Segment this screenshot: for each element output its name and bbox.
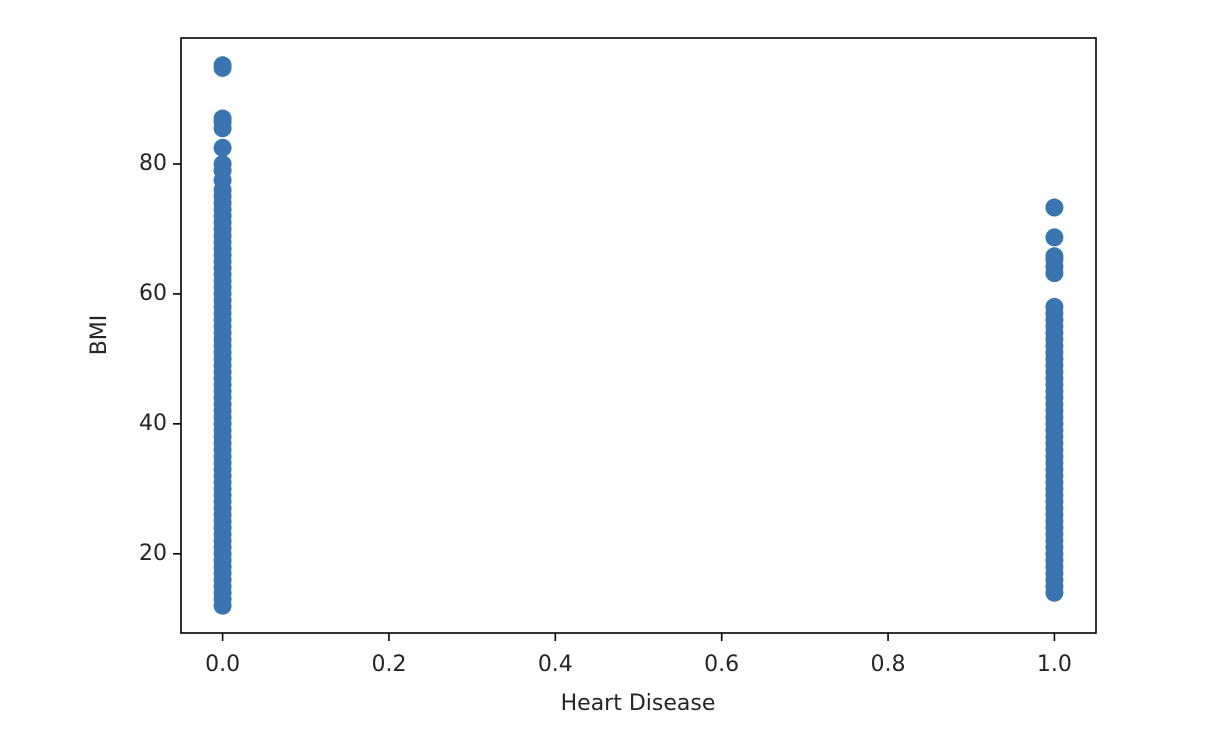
point [1045, 297, 1064, 316]
point [213, 138, 232, 157]
point [213, 56, 232, 75]
x-tick-label: 0.6 [704, 652, 739, 677]
point [1045, 247, 1064, 266]
x-axis-label: Heart Disease [561, 691, 716, 716]
y-tick-label: 40 [139, 411, 167, 436]
y-tick-label: 60 [139, 281, 167, 306]
point [213, 109, 232, 128]
point [1045, 228, 1064, 247]
plot-frame [180, 37, 1097, 634]
point [1045, 198, 1064, 217]
y-tick-label: 80 [139, 151, 167, 176]
point [213, 155, 232, 174]
x-tick-label: 0.8 [871, 652, 906, 677]
y-tick-label: 20 [139, 541, 167, 566]
y-axis-label: BMI [87, 315, 112, 356]
x-tick-label: 0.4 [538, 652, 573, 677]
x-tick-label: 0.0 [205, 652, 240, 677]
x-tick-label: 0.2 [371, 652, 406, 677]
x-tick-label: 1.0 [1037, 652, 1072, 677]
